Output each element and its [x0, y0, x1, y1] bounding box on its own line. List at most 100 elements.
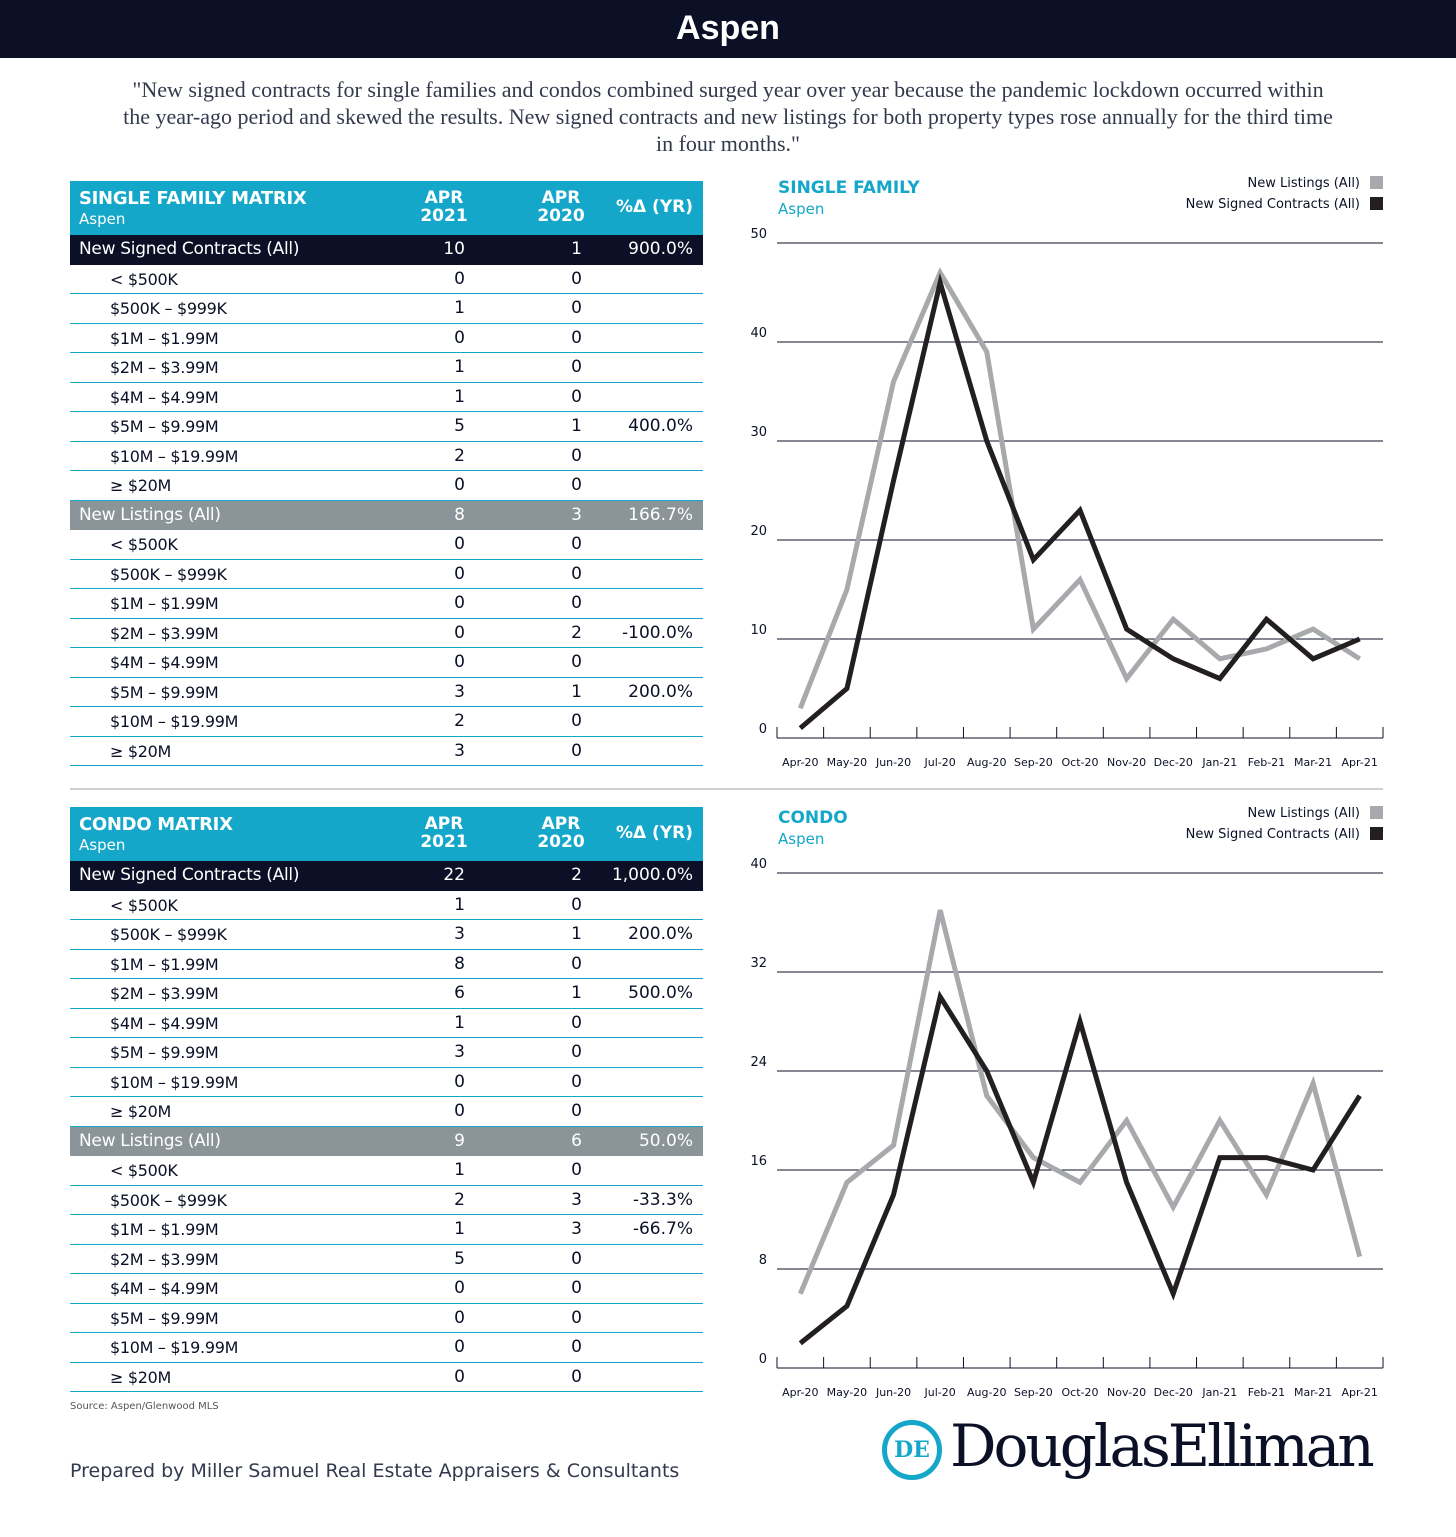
- table-row: ≥ $20M 0 0: [70, 471, 703, 501]
- x-tick-label: Dec-20: [1154, 1386, 1193, 1399]
- chart-subtitle: Aspen: [778, 200, 824, 218]
- row-change: 900.0%: [628, 239, 693, 259]
- row-label: $5M – $9.99M: [110, 1043, 219, 1062]
- y-tick-label: 30: [750, 425, 767, 440]
- row-value: 10: [443, 239, 465, 259]
- table-row: $4M – $4.99M 0 0: [70, 1274, 703, 1304]
- row-value: 8: [454, 504, 465, 525]
- row-change: -66.7%: [632, 1219, 693, 1239]
- x-tick-label: Sep-20: [1014, 1386, 1053, 1399]
- table-subtitle: Aspen: [79, 210, 126, 228]
- row-value: 0: [571, 1101, 582, 1121]
- x-tick-label: Sep-20: [1014, 756, 1053, 769]
- x-tick-label: Apr-20: [782, 1386, 818, 1399]
- section-row: New Listings (All) 8 3 166.7%: [70, 500, 703, 530]
- legend-label: New Listings (All): [1248, 176, 1360, 191]
- row-label: $4M – $4.99M: [110, 653, 219, 672]
- row-value: 0: [571, 1366, 582, 1387]
- row-value: 0: [571, 1160, 582, 1180]
- y-tick-label: 20: [750, 524, 767, 539]
- row-change: 200.0%: [628, 924, 693, 944]
- row-label: < $500K: [110, 535, 178, 554]
- row-label: ≥ $20M: [110, 741, 172, 761]
- legend-label: New Listings (All): [1248, 806, 1360, 821]
- table-row: ≥ $20M 0 0: [70, 1097, 703, 1127]
- x-tick-label: Jun-20: [875, 1386, 911, 1399]
- row-label: $5M – $9.99M: [110, 682, 219, 702]
- row-value: 1: [454, 386, 465, 407]
- row-value: 0: [571, 534, 582, 554]
- x-tick-label: Mar-21: [1294, 756, 1332, 769]
- row-value: 0: [571, 1071, 582, 1092]
- y-tick-label: 24: [750, 1055, 767, 1070]
- y-tick-label: 32: [750, 956, 767, 971]
- x-tick-label: Mar-21: [1294, 1386, 1332, 1399]
- table-row: $500K – $999K 1 0: [70, 294, 703, 324]
- row-value: 2: [454, 445, 465, 466]
- row-value: 1: [454, 1012, 465, 1033]
- row-value: 3: [454, 740, 465, 761]
- section-row: New Listings (All) 9 6 50.0%: [70, 1126, 703, 1156]
- section-row: New Signed Contracts (All) 10 1 900.0%: [70, 235, 703, 265]
- row-label: $10M – $19.99M: [110, 1072, 239, 1092]
- page-title: Aspen: [0, 0, 1456, 58]
- x-tick-label: Feb-21: [1248, 756, 1285, 769]
- row-label: $4M – $4.99M: [110, 387, 219, 407]
- row-label: $10M – $19.99M: [110, 446, 239, 466]
- table-header: SINGLE FAMILY MATRIX Aspen APR 2021 APR 202…: [70, 181, 703, 235]
- row-value: 0: [454, 622, 465, 643]
- y-tick-label: 40: [750, 857, 767, 872]
- row-label: $1M – $1.99M: [110, 328, 219, 348]
- table-subtitle: Aspen: [79, 836, 126, 854]
- x-tick-label: May-20: [827, 756, 868, 769]
- y-tick-label: 16: [750, 1154, 767, 1169]
- row-label: $2M – $3.99M: [110, 984, 219, 1003]
- x-tick-label: Oct-20: [1062, 756, 1099, 769]
- table-row: $5M – $9.99M 3 1 200.0%: [70, 677, 703, 707]
- legend-label: New Signed Contracts (All): [1186, 827, 1360, 842]
- row-value: 0: [454, 1307, 465, 1328]
- row-value: 0: [454, 475, 465, 495]
- row-value: 1: [454, 298, 465, 318]
- table-row: $1M – $1.99M 1 3 -66.7%: [70, 1215, 703, 1245]
- table-row: $4M – $4.99M 1 0: [70, 382, 703, 412]
- row-label: ≥ $20M: [110, 1367, 172, 1387]
- table-title: CONDO MATRIX: [79, 814, 233, 835]
- row-label: $500K – $999K: [110, 564, 227, 584]
- row-value: 0: [571, 1042, 582, 1062]
- legend-swatch: [1370, 197, 1383, 210]
- y-tick-label: 40: [750, 326, 767, 341]
- row-value: 5: [454, 1248, 465, 1269]
- row-label: $500K – $999K: [110, 299, 227, 318]
- row-value: 0: [571, 652, 582, 672]
- row-value: 3: [454, 1042, 465, 1062]
- row-value: 1: [571, 983, 582, 1003]
- row-value: 0: [454, 1278, 465, 1298]
- row-value: 1: [454, 894, 465, 915]
- legend-swatch: [1370, 827, 1383, 840]
- row-value: 1: [454, 1160, 465, 1180]
- table-row: $500K – $999K 2 3 -33.3%: [70, 1185, 703, 1215]
- row-value: 1: [571, 416, 582, 436]
- row-label: $4M – $4.99M: [110, 1013, 219, 1033]
- row-value: 0: [571, 593, 582, 613]
- row-label: ≥ $20M: [110, 476, 172, 495]
- x-tick-label: Oct-20: [1062, 1386, 1099, 1399]
- row-label: $1M – $1.99M: [110, 594, 219, 613]
- row-value: 1: [454, 1219, 465, 1239]
- table-row: $2M – $3.99M 1 0: [70, 353, 703, 383]
- row-label: New Listings (All): [79, 1130, 221, 1151]
- row-label: < $500K: [110, 269, 178, 289]
- row-value: 0: [571, 357, 582, 377]
- row-value: 5: [454, 416, 465, 436]
- table-row: $1M – $1.99M 8 0: [70, 949, 703, 979]
- table-row: ≥ $20M 3 0: [70, 736, 703, 766]
- series-line: [798, 909, 1363, 1295]
- row-change: 500.0%: [628, 983, 693, 1003]
- row-label: New Listings (All): [79, 504, 221, 525]
- x-tick-label: May-20: [827, 1386, 868, 1399]
- row-label: $4M – $4.99M: [110, 1279, 219, 1298]
- row-value: 9: [454, 1130, 465, 1151]
- row-value: 0: [571, 1278, 582, 1298]
- row-value: 0: [571, 1248, 582, 1269]
